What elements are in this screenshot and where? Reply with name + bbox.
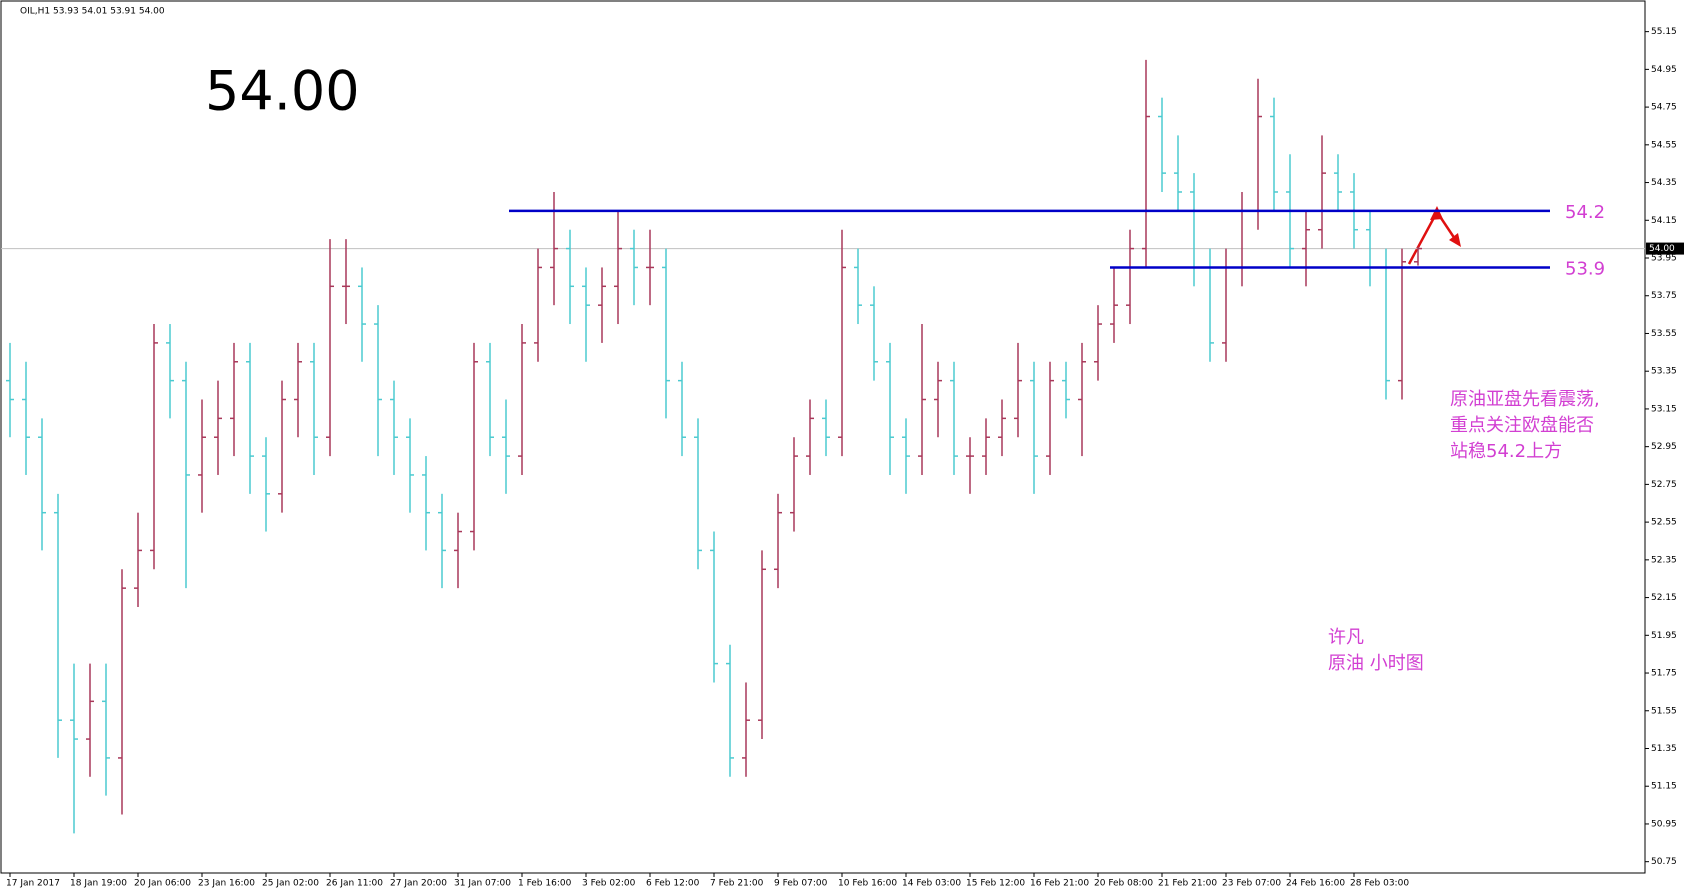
- level-label: 53.9: [1565, 258, 1605, 279]
- x-tick-label: 20 Feb 08:00: [1094, 879, 1153, 889]
- x-tick-label: 15 Feb 12:00: [966, 879, 1025, 889]
- current-price-label: 54.00: [1649, 244, 1675, 254]
- x-tick-label: 20 Jan 06:00: [134, 879, 191, 889]
- x-tick-label: 23 Feb 07:00: [1222, 879, 1281, 889]
- y-tick-label: 52.95: [1651, 442, 1677, 452]
- y-tick-label: 51.95: [1651, 631, 1677, 641]
- y-tick-label: 53.55: [1651, 329, 1677, 339]
- x-tick-label: 14 Feb 03:00: [902, 879, 961, 889]
- x-tick-label: 9 Feb 07:00: [774, 879, 828, 889]
- y-tick-label: 53.95: [1651, 254, 1677, 264]
- y-tick-label: 51.55: [1651, 706, 1677, 716]
- y-tick-label: 51.15: [1651, 782, 1677, 792]
- y-tick-label: 50.75: [1651, 857, 1677, 867]
- y-tick-label: 52.55: [1651, 518, 1677, 528]
- y-tick-label: 55.15: [1651, 27, 1677, 37]
- annotation-line: 重点关注欧盘能否: [1450, 415, 1594, 436]
- x-tick-label: 23 Jan 16:00: [198, 879, 255, 889]
- x-tick-label: 26 Jan 11:00: [326, 879, 383, 889]
- y-tick-label: 51.75: [1651, 669, 1677, 679]
- x-tick-label: 7 Feb 21:00: [710, 879, 764, 889]
- y-tick-label: 54.95: [1651, 65, 1677, 75]
- author-line: 原油 小时图: [1328, 653, 1424, 674]
- y-tick-label: 52.15: [1651, 593, 1677, 603]
- x-tick-label: 31 Jan 07:00: [454, 879, 511, 889]
- current-price-box: [1646, 242, 1684, 255]
- x-tick-label: 27 Jan 20:00: [390, 879, 447, 889]
- x-tick-label: 18 Jan 19:00: [70, 879, 127, 889]
- x-tick-label: 1 Feb 16:00: [518, 879, 572, 889]
- x-tick-label: 3 Feb 02:00: [582, 879, 636, 889]
- y-tick-label: 53.35: [1651, 367, 1677, 377]
- y-tick-label: 53.15: [1651, 404, 1677, 414]
- forecast-arrow: [1407, 209, 1459, 265]
- x-tick-label: 25 Jan 02:00: [262, 879, 319, 889]
- y-tick-label: 54.15: [1651, 216, 1677, 226]
- arrow-head: [1449, 233, 1461, 247]
- big-price: 54.00: [205, 60, 360, 123]
- y-tick-label: 50.95: [1651, 819, 1677, 829]
- y-tick-label: 54.75: [1651, 103, 1677, 113]
- author-line: 许凡: [1328, 627, 1364, 648]
- y-tick-label: 54.35: [1651, 178, 1677, 188]
- level-label: 54.2: [1565, 202, 1605, 223]
- annotation-line: 站稳54.2上方: [1450, 441, 1562, 462]
- x-tick-label: 16 Feb 21:00: [1030, 879, 1089, 889]
- x-tick-label: 21 Feb 21:00: [1158, 879, 1217, 889]
- header: OIL,H1 53.93 54.01 53.91 54.00: [20, 7, 165, 17]
- x-tick-label: 17 Jan 2017: [6, 879, 60, 889]
- y-tick-label: 51.35: [1651, 744, 1677, 754]
- annotation-line: 原油亚盘先看震荡,: [1450, 389, 1600, 410]
- arrow-head: [1430, 206, 1443, 220]
- y-tick-label: 53.75: [1651, 291, 1677, 301]
- x-tick-label: 24 Feb 16:00: [1286, 879, 1345, 889]
- y-tick-label: 52.75: [1651, 480, 1677, 490]
- x-tick-label: 6 Feb 12:00: [646, 879, 700, 889]
- plot-frame: [0, 0, 1646, 874]
- y-tick-label: 52.35: [1651, 555, 1677, 565]
- y-tick-label: 54.55: [1651, 140, 1677, 150]
- x-tick-label: 10 Feb 16:00: [838, 879, 897, 889]
- x-tick-label: 28 Feb 03:00: [1350, 879, 1409, 889]
